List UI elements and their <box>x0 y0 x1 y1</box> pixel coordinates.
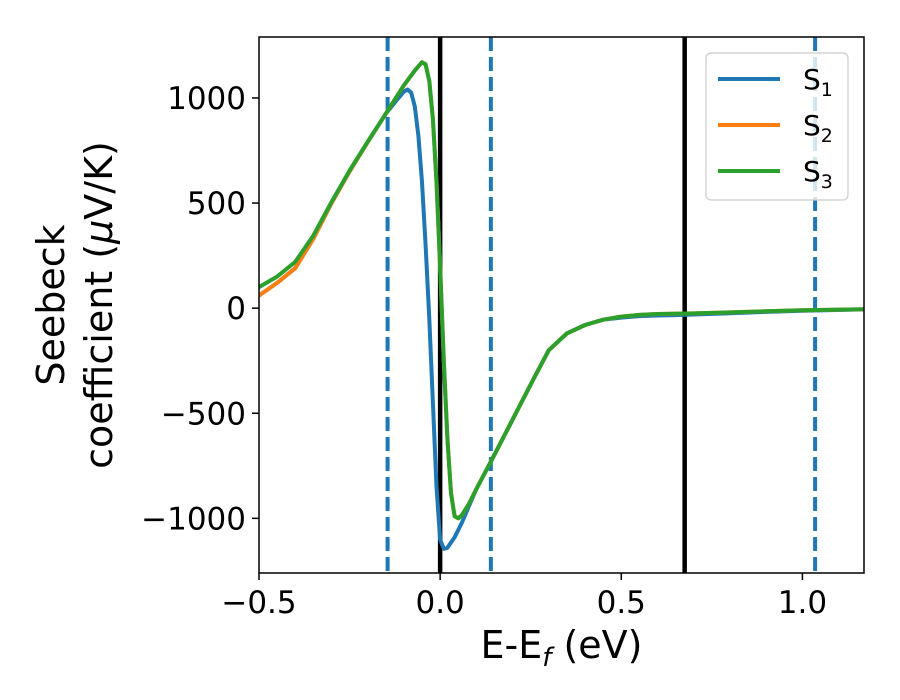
y-tick-label-0: 1000 <box>167 81 246 117</box>
legend-label-2: S2 <box>803 109 833 147</box>
series-line-3 <box>259 60 864 521</box>
y-tick-label-3: −500 <box>161 396 246 432</box>
y-tick-label-1: 500 <box>187 186 246 222</box>
x-tick-label-1: 0.0 <box>415 585 464 621</box>
legend-label-1: S1 <box>803 63 833 101</box>
x-tick-label-2: 0.5 <box>597 585 646 621</box>
y-axis-label: Seebeck coefficient (μV/K) <box>29 141 121 469</box>
y-axis-ticks: 1000 500 0 −500 −1000 <box>141 81 259 537</box>
y-tick-label-2: 0 <box>226 291 246 327</box>
x-axis-label: E-Ef (eV) <box>481 623 643 673</box>
x-axis-ticks: −0.5 0.0 0.5 1.0 <box>221 573 827 621</box>
x-tick-label-3: 1.0 <box>778 585 827 621</box>
x-tick-label-0: −0.5 <box>221 585 296 621</box>
plot-frame <box>258 36 865 574</box>
legend-label-3: S3 <box>803 155 833 193</box>
svg-text:coefficient (μV/K): coefficient (μV/K) <box>77 141 121 469</box>
series-lines <box>259 60 864 551</box>
y-tick-label-4: −1000 <box>141 501 246 537</box>
legend: S1 S2 S3 <box>705 52 849 201</box>
svg-text:Seebeck: Seebeck <box>29 224 73 385</box>
